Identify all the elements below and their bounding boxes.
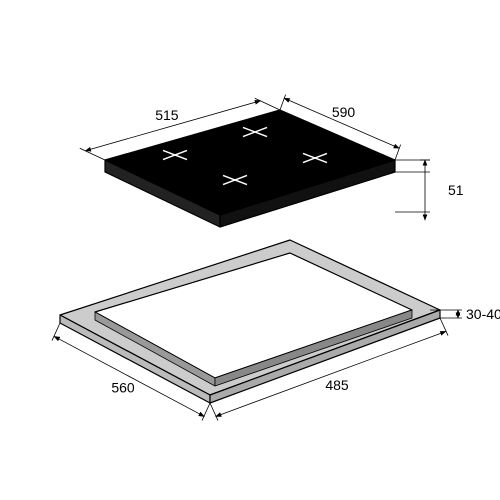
svg-text:485: 485 [325,377,349,393]
svg-text:51: 51 [448,182,464,198]
svg-text:30-40: 30-40 [466,306,500,322]
cooktop-dimension-diagram: 515 590 51 560 485 30-40 [0,0,500,500]
svg-text:560: 560 [111,379,135,395]
svg-text:515: 515 [155,107,179,123]
svg-text:590: 590 [332,104,356,120]
